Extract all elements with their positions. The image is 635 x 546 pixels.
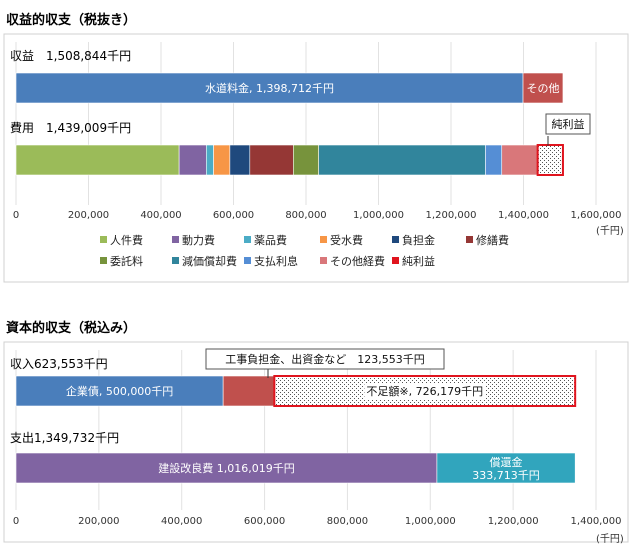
- bar-segment: [522, 72, 564, 104]
- data-label: 建設改良費 1,016,019千円: [158, 461, 294, 475]
- legend-swatch: [244, 257, 251, 264]
- legend-swatch: [466, 236, 473, 243]
- chart1-title: 収益的収支（税抜き）: [6, 12, 136, 28]
- chart1-bar2-label: 費用 1,439,009千円: [10, 120, 131, 135]
- tick-label: 1,200,000: [426, 210, 477, 221]
- tick-label: 1,600,000: [571, 210, 622, 221]
- data-label: 333,713千円: [472, 469, 540, 482]
- chart2-title: 資本的収支（税込み）: [6, 320, 136, 336]
- legend-label: 修繕費: [476, 233, 509, 247]
- legend-swatch: [172, 236, 179, 243]
- legend-swatch: [244, 236, 251, 243]
- legend-swatch: [392, 236, 399, 243]
- callout-text: 工事負担金、出資金など 123,553千円: [225, 352, 425, 366]
- bar-segment: [229, 144, 251, 176]
- bar-segment: [249, 144, 294, 176]
- legend-swatch: [392, 257, 399, 264]
- data-label: 不足額※, 726,179千円: [366, 385, 483, 398]
- tick-label: 1,000,000: [405, 516, 456, 527]
- tick-label: 400,000: [161, 516, 202, 527]
- legend-label: 減価償却費: [182, 254, 237, 268]
- chart2-gridlines: [15, 350, 597, 510]
- legend-label: 純利益: [402, 254, 435, 268]
- chart1-unit: (千円): [596, 225, 624, 237]
- tick-label: 1,400,000: [571, 516, 622, 527]
- legend-swatch: [172, 257, 179, 264]
- tick-label: 400,000: [140, 210, 181, 221]
- callout-box: [205, 348, 445, 370]
- legend-label: 人件費: [110, 233, 143, 247]
- bar-segment: [318, 144, 486, 176]
- chart2-unit: (千円): [596, 533, 624, 545]
- legend-label: その他経費: [330, 254, 385, 268]
- chart1-bar1-label: 収益 1,508,844千円: [10, 49, 131, 63]
- data-label: 水道料金, 1,398,712千円: [205, 81, 334, 95]
- bar-segment: [501, 144, 538, 176]
- legend-label: 負担金: [402, 233, 435, 247]
- tick-label: 600,000: [244, 516, 285, 527]
- callout-box: [545, 113, 591, 135]
- tick-label: 1,400,000: [498, 210, 549, 221]
- chart2-frame: [3, 341, 629, 543]
- legend-label: 支払利息: [254, 254, 298, 268]
- legend-swatch: [100, 236, 107, 243]
- chart2-bar2-label: 支出1,349,732千円: [10, 431, 119, 445]
- bar-segment: [15, 375, 224, 407]
- legend-label: 委託料: [110, 254, 143, 268]
- chart1-gridlines: [15, 42, 597, 205]
- chart1-ticks: 0 200,000 400,000 600,000 800,000 1,000,000 1,…: [13, 210, 622, 221]
- chart2-ticks: 0 200,000 400,000 600,000 800,000 1,000,000 1,…: [13, 516, 622, 527]
- bar-segment: [15, 452, 438, 484]
- legend-label: 動力費: [182, 233, 215, 247]
- bar-segment: [15, 144, 180, 176]
- tick-label: 800,000: [327, 516, 368, 527]
- tick-label: 800,000: [285, 210, 326, 221]
- callout-text: 純利益: [552, 117, 585, 131]
- tick-label: 0: [13, 210, 19, 221]
- tick-label: 600,000: [213, 210, 254, 221]
- bar-segment: [222, 375, 275, 407]
- legend-label: 受水費: [330, 233, 363, 247]
- bar-segment: [293, 144, 319, 176]
- bar-segment: [436, 452, 576, 484]
- chart2-bar1-label: 収入623,553千円: [10, 357, 108, 371]
- bar-segment: [213, 144, 231, 176]
- legend-swatch: [320, 257, 327, 264]
- data-label-bg: [364, 384, 486, 399]
- tick-label: 200,000: [78, 516, 119, 527]
- tick-label: 200,000: [68, 210, 109, 221]
- bar-segment: [536, 144, 564, 176]
- bar-segment: [485, 144, 503, 176]
- tick-label: 1,000,000: [353, 210, 404, 221]
- tick-label: 1,200,000: [488, 516, 539, 527]
- chart1-frame: [3, 33, 629, 283]
- bar-segment: [178, 144, 207, 176]
- legend-swatch: [100, 257, 107, 264]
- bar-segment: [206, 144, 214, 176]
- legend-label: 薬品費: [254, 233, 287, 247]
- data-label: 償還金: [490, 455, 523, 469]
- data-label: その他: [526, 82, 559, 95]
- tick-label: 0: [13, 516, 19, 527]
- legend-swatch: [320, 236, 327, 243]
- data-label: 企業債, 500,000千円: [66, 384, 173, 398]
